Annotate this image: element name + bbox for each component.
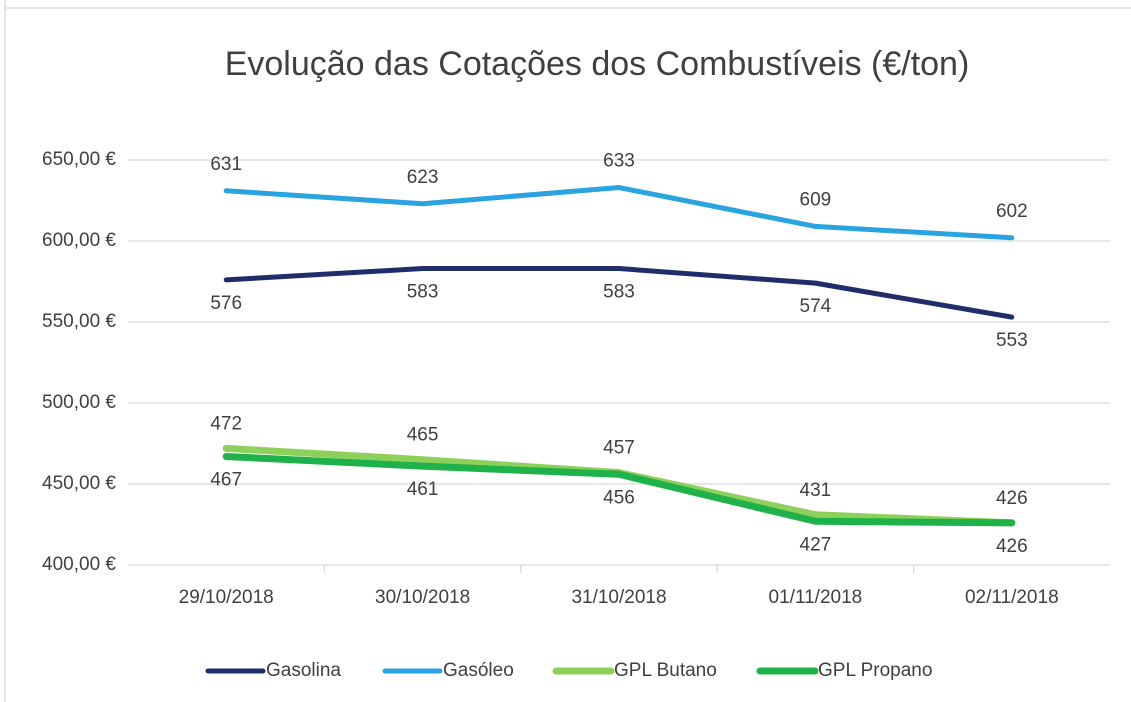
x-tick-label: 31/10/2018 bbox=[571, 587, 666, 608]
series-line bbox=[223, 185, 1015, 241]
data-label: 583 bbox=[603, 282, 635, 303]
data-label: 431 bbox=[800, 480, 832, 501]
y-tick-label: 500,00 € bbox=[42, 392, 116, 413]
data-label: 631 bbox=[210, 154, 242, 175]
data-label: 456 bbox=[603, 487, 635, 508]
data-label: 426 bbox=[996, 488, 1028, 509]
data-label: 602 bbox=[996, 201, 1028, 222]
data-label: 609 bbox=[800, 189, 832, 210]
data-label: 467 bbox=[210, 469, 242, 490]
data-label: 427 bbox=[800, 534, 832, 555]
series-line bbox=[223, 266, 1015, 320]
legend-label: GPL Propano bbox=[818, 660, 932, 681]
x-tick-label: 30/10/2018 bbox=[375, 587, 470, 608]
chart-title: Evolução das Cotações dos Combustíveis (… bbox=[225, 45, 970, 83]
y-tick-label: 400,00 € bbox=[42, 554, 116, 575]
y-tick-label: 650,00 € bbox=[42, 149, 116, 170]
data-label: 633 bbox=[603, 151, 635, 172]
x-tick-label: 29/10/2018 bbox=[179, 587, 274, 608]
legend-label: GPL Butano bbox=[614, 660, 717, 681]
series-line bbox=[222, 452, 1016, 527]
data-label: 472 bbox=[210, 413, 242, 434]
data-label: 426 bbox=[996, 536, 1028, 557]
data-label: 576 bbox=[210, 293, 242, 314]
data-label: 457 bbox=[603, 438, 635, 459]
data-label: 574 bbox=[800, 296, 832, 317]
data-label: 623 bbox=[407, 167, 439, 188]
x-tick-label: 01/11/2018 bbox=[769, 587, 863, 608]
y-tick-label: 550,00 € bbox=[42, 311, 116, 332]
y-tick-label: 450,00 € bbox=[42, 473, 116, 494]
data-label: 553 bbox=[996, 330, 1028, 351]
y-tick-label: 600,00 € bbox=[42, 230, 116, 251]
x-tick-label: 02/11/2018 bbox=[965, 587, 1059, 608]
data-label: 583 bbox=[407, 282, 439, 303]
data-label: 465 bbox=[407, 425, 439, 446]
data-label: 461 bbox=[407, 479, 439, 500]
legend-label: Gasóleo bbox=[443, 660, 514, 681]
legend-label: Gasolina bbox=[266, 660, 341, 681]
